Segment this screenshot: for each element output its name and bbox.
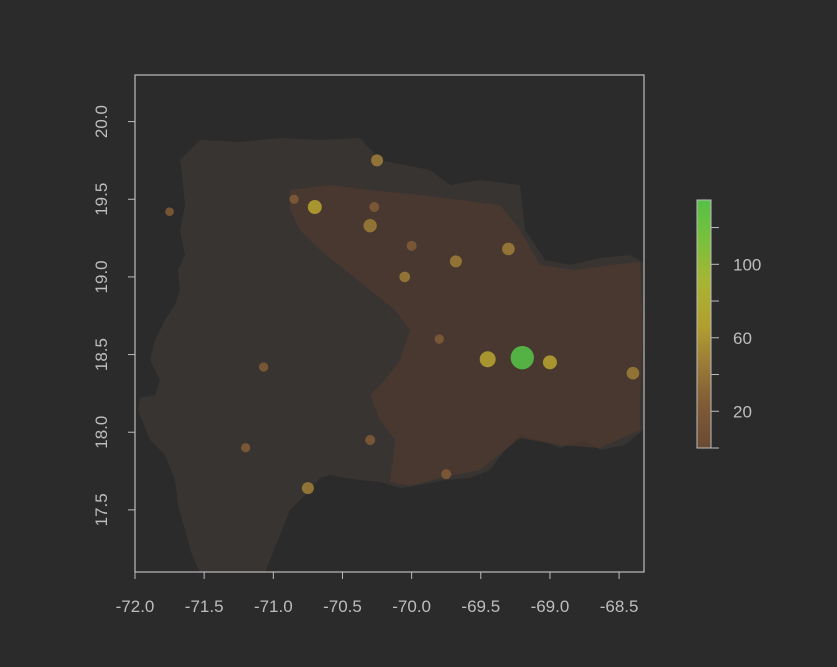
hotspot-4 xyxy=(307,200,322,215)
y-tick-label: 19.0 xyxy=(92,260,111,293)
legend-label: 20 xyxy=(733,402,752,421)
y-tick-label: 18.5 xyxy=(92,338,111,371)
hotspot-16 xyxy=(258,362,269,372)
hotspot-15 xyxy=(441,469,452,480)
hotspot-17 xyxy=(289,194,299,204)
raster-map xyxy=(138,138,643,572)
hotspot-3 xyxy=(542,355,557,370)
hotspot-8 xyxy=(449,255,462,268)
color-legend: 20 60 100 xyxy=(696,199,761,449)
legend-label: 100 xyxy=(733,255,761,274)
x-tick-label: -69.0 xyxy=(531,597,570,616)
x-tick-label: -69.5 xyxy=(461,597,500,616)
hotspot-12 xyxy=(626,366,640,380)
legend-label: 60 xyxy=(733,329,752,348)
hotspot-7 xyxy=(406,240,417,251)
x-axis: -72.0 -71.5 -71.0 -70.5 -70.0 -69.5 -69.0 -68.5 xyxy=(116,571,644,616)
hotspot-13 xyxy=(301,482,314,495)
hotspot-11 xyxy=(502,242,515,256)
hotspot-18 xyxy=(434,334,444,344)
hotspot-2 xyxy=(479,351,496,368)
hotspot-9 xyxy=(399,271,411,283)
hotspot-10 xyxy=(371,154,384,167)
x-tick-label: -70.5 xyxy=(323,597,362,616)
hotspot-20 xyxy=(240,443,251,453)
x-tick-label: -71.0 xyxy=(254,597,293,616)
hotspot-1 xyxy=(510,346,534,370)
y-tick-label: 17.5 xyxy=(92,493,111,526)
y-axis: 17.5 18.0 18.5 19.0 19.5 20.0 xyxy=(92,105,135,526)
x-tick-label: -72.0 xyxy=(116,597,155,616)
legend-color-bar xyxy=(696,199,712,449)
hotspot-6 xyxy=(369,202,380,213)
hotspot-19 xyxy=(165,207,174,217)
x-tick-label: -70.0 xyxy=(392,597,431,616)
low-density-zone xyxy=(290,185,643,486)
hotspot-5 xyxy=(363,218,377,233)
hotspot-14 xyxy=(365,434,376,445)
y-tick-label: 18.0 xyxy=(92,416,111,449)
y-tick-label: 20.0 xyxy=(92,105,111,138)
y-tick-label: 19.5 xyxy=(92,183,111,216)
x-tick-label: -71.5 xyxy=(185,597,224,616)
x-tick-label: -68.5 xyxy=(600,597,639,616)
